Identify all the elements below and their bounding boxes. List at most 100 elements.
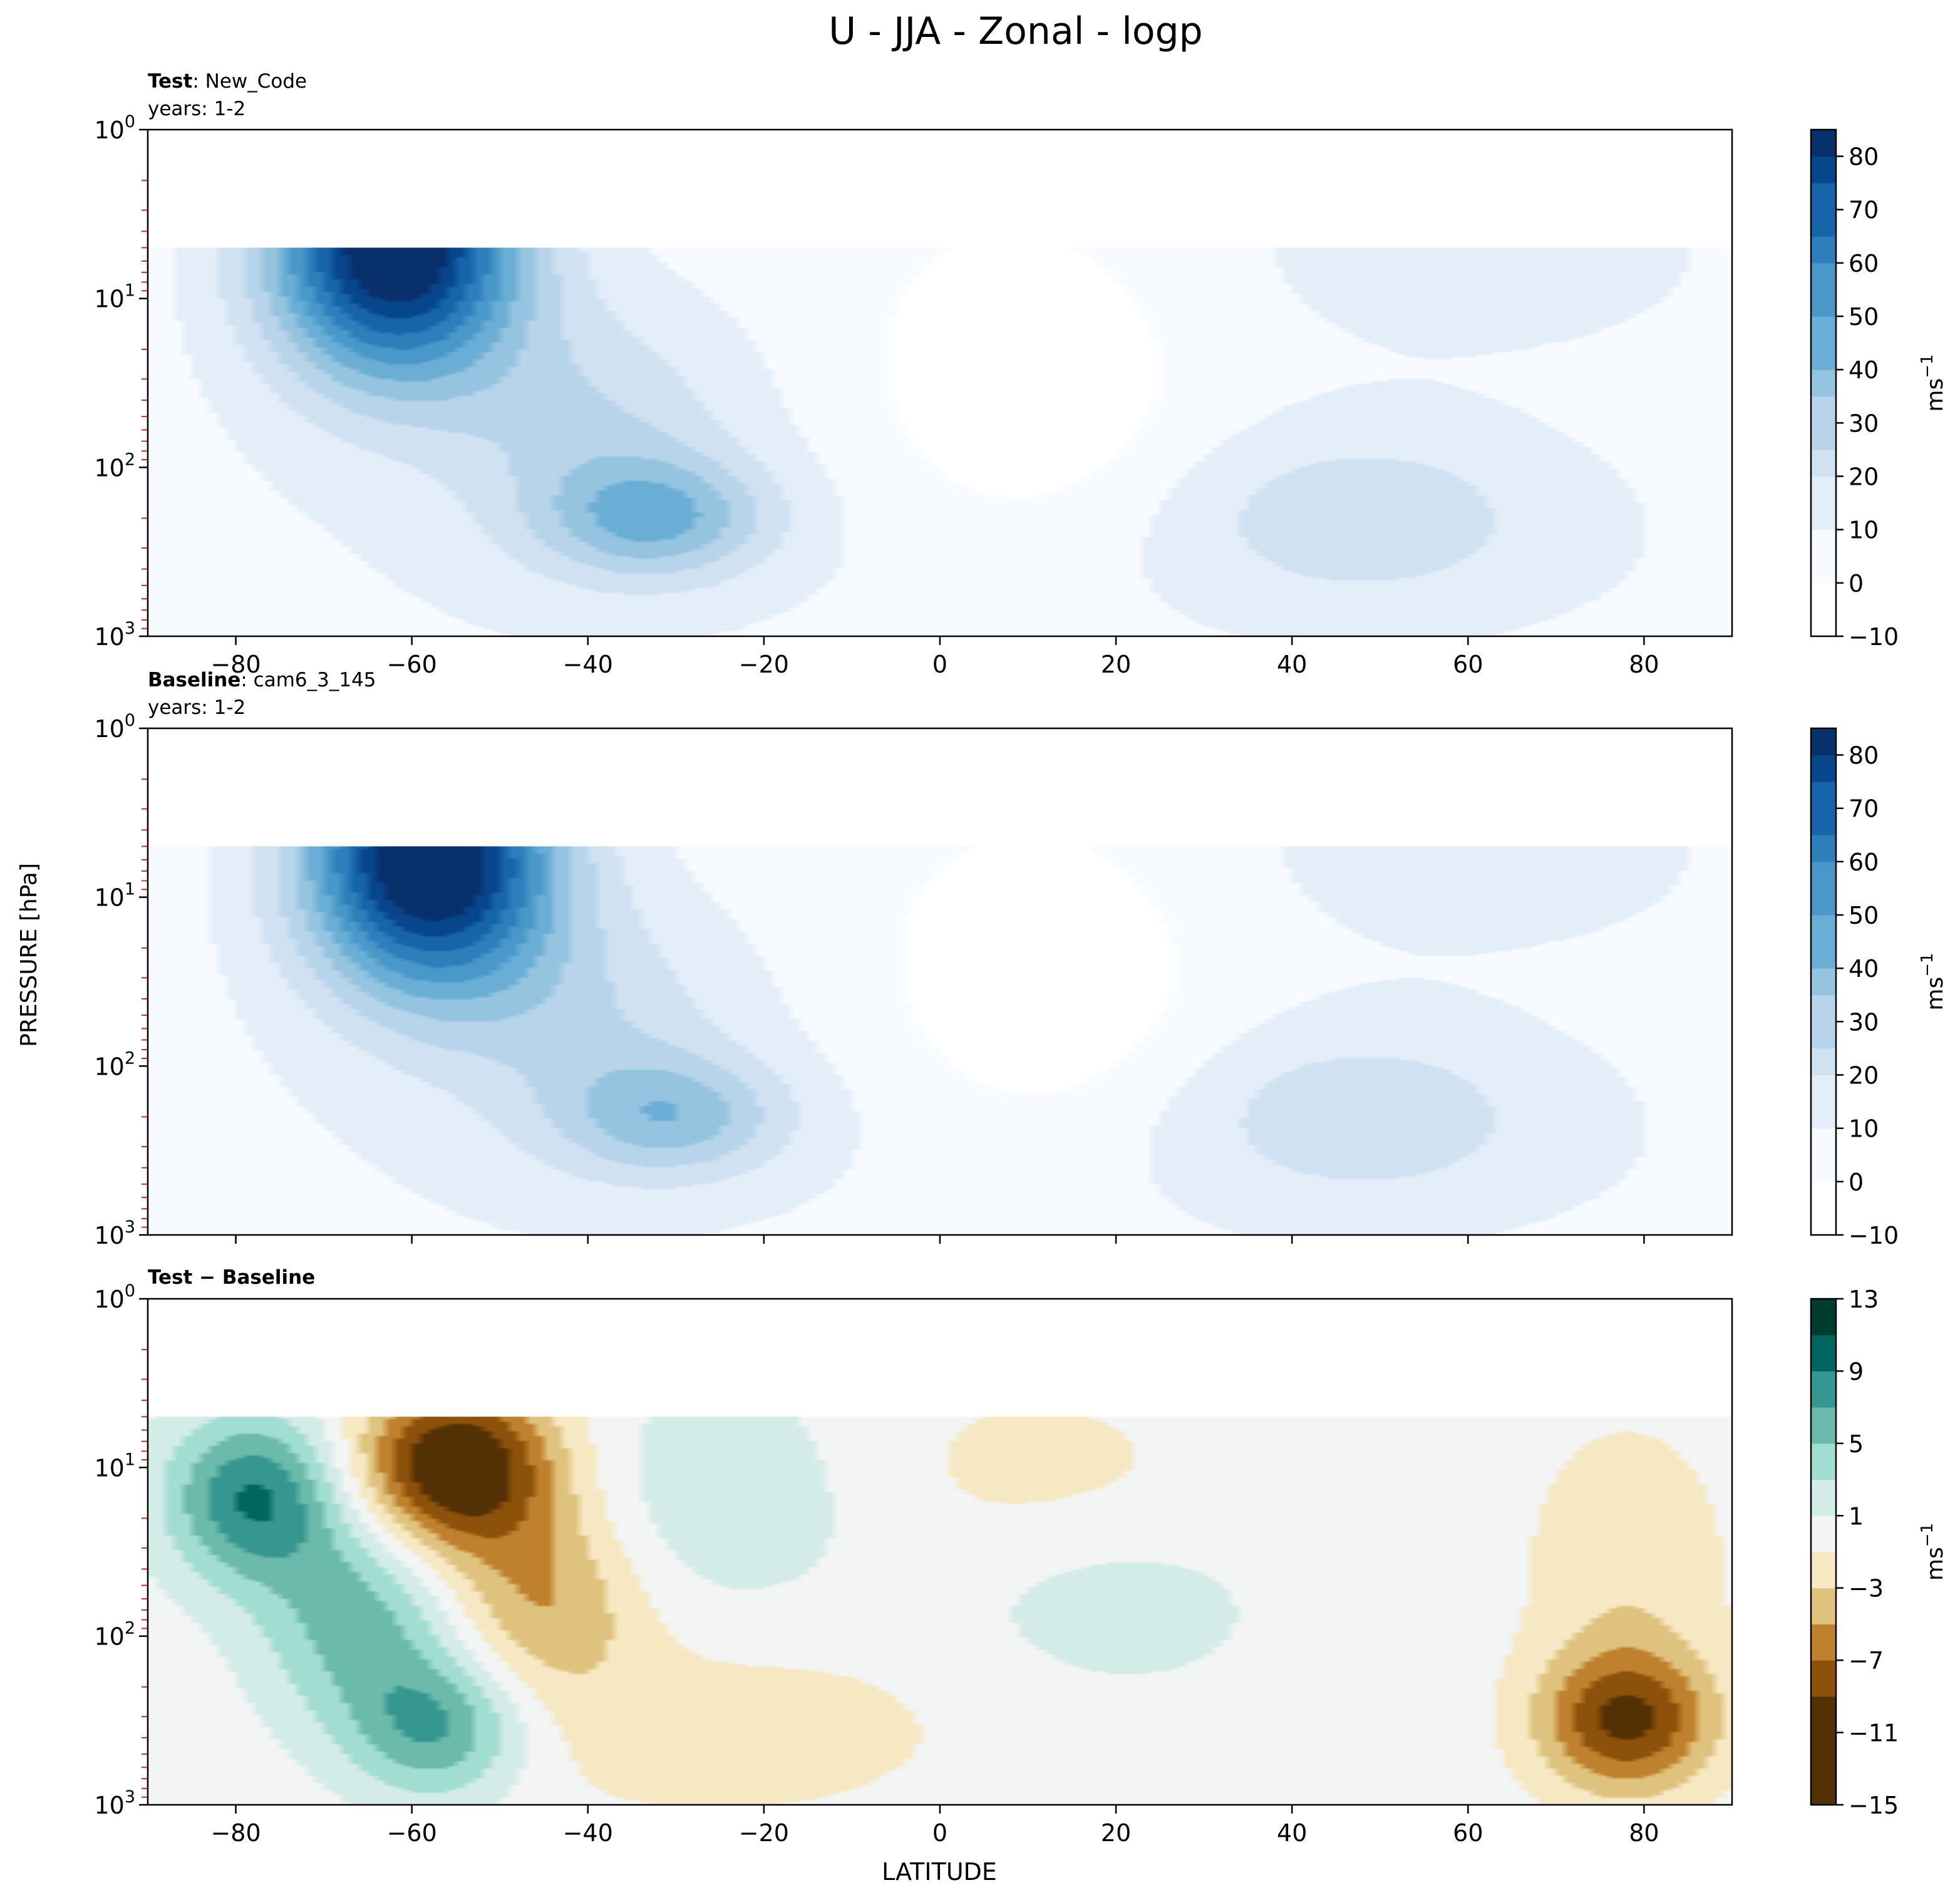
panel-test-subtitle: years: 1-2 [148, 98, 245, 120]
x-tick-label: 20 [1101, 651, 1131, 678]
x-tick-label: 0 [932, 651, 947, 678]
colorbar-tick-label: 70 [1849, 795, 1879, 823]
colorbar-segment [1811, 755, 1836, 782]
colorbar-segment [1811, 968, 1836, 996]
y-tick-label: 100 [94, 711, 135, 743]
y-tick-label-exp: 0 [125, 112, 135, 132]
colorbar-segment [1811, 343, 1836, 370]
panel-test-colorbar: −10 0 10 20 30 40 50 60 70 80 ms−1 [1810, 128, 1948, 651]
x-tick-label: −40 [563, 651, 613, 678]
y-tick-label-exp: 2 [125, 1619, 135, 1638]
colorbar-label: ms−1 [1918, 953, 1948, 1010]
y-tick-label-exp: 2 [125, 450, 135, 469]
colorbar-segment [1811, 1335, 1836, 1371]
panel-baseline: Baseline: cam6_3_145 years: 1-2 10010110… [94, 669, 1948, 1249]
colorbar-segment [1811, 1443, 1836, 1480]
y-tick-label-exp: 3 [125, 1787, 135, 1807]
colorbar-tick-label: 13 [1849, 1286, 1879, 1313]
x-tick-label: 80 [1629, 1819, 1659, 1847]
colorbar-segment [1811, 289, 1836, 317]
colorbar-tick-label: −11 [1849, 1720, 1899, 1747]
y-tick-label-base: 10 [94, 884, 124, 912]
colorbar-tick-label: 0 [1849, 1169, 1864, 1196]
colorbar-frame [1810, 128, 1837, 638]
x-tick-label: −80 [210, 651, 260, 678]
colorbar-tick-label: 5 [1849, 1430, 1864, 1458]
colorbar-segment [1811, 1075, 1836, 1102]
x-tick-label: 40 [1277, 1819, 1307, 1847]
colorbar-tick-label: 0 [1849, 570, 1864, 597]
colorbar-tick-label: 50 [1849, 303, 1879, 331]
colorbar-label-exp: −1 [1918, 1523, 1937, 1547]
colorbar-label-unit: ms [1922, 1547, 1948, 1581]
y-tick-label-base: 10 [94, 1053, 124, 1080]
x-tick-label: −20 [739, 651, 789, 678]
colorbar-segment [1811, 423, 1836, 450]
contour-field-difference [148, 1417, 1732, 1805]
y-tick-label-exp: 1 [125, 1450, 135, 1469]
y-tick-label-base: 10 [94, 1286, 124, 1313]
panel-difference-colorbar: −15 −11 −7 −3 1 5 9 13 ms−1 [1810, 1286, 1948, 1819]
x-tick-label: 0 [932, 1819, 947, 1847]
colorbar-segment [1811, 316, 1836, 344]
colorbar-segment [1811, 1515, 1836, 1552]
colorbar-segment [1811, 556, 1836, 584]
y-tick-label-base: 10 [94, 1222, 124, 1249]
colorbar-tick-label: −10 [1849, 1222, 1899, 1249]
colorbar-segment [1811, 888, 1836, 916]
colorbar-frame [1810, 727, 1837, 1236]
colorbar-label-exp: −1 [1918, 354, 1937, 378]
panel-baseline-colorbar: −10 0 10 20 30 40 50 60 70 80 ms−1 [1810, 727, 1948, 1249]
colorbar-tick-label: −15 [1849, 1792, 1899, 1819]
colorbar-segment [1811, 130, 1836, 157]
x-tick-label: 60 [1453, 651, 1483, 678]
colorbar-segment [1811, 835, 1836, 862]
colorbar-segment [1811, 236, 1836, 264]
y-tick-label-base: 10 [94, 116, 124, 144]
colorbar-tick-label: 10 [1849, 1115, 1879, 1143]
y-tick-label: 103 [94, 619, 135, 651]
y-tick-label: 102 [94, 450, 135, 482]
colorbar-tick-label: 60 [1849, 849, 1879, 876]
y-axis-label: PRESSURE [hPa] [16, 863, 42, 1047]
y-tick-label-exp: 1 [125, 880, 135, 899]
figure-title: U - JJA - Zonal - logp [828, 9, 1203, 53]
colorbar-segment [1811, 396, 1836, 423]
colorbar-segment [1811, 1660, 1836, 1697]
colorbar-segment [1811, 262, 1836, 290]
panel-baseline-title-bold: Baseline [148, 669, 240, 691]
x-tick-label: −60 [387, 651, 437, 678]
y-tick-label-base: 10 [94, 1623, 124, 1651]
colorbar-tick-label: 20 [1849, 463, 1879, 491]
x-tick-label: 60 [1453, 1819, 1483, 1847]
colorbar-label-unit: ms [1922, 378, 1948, 412]
x-tick-label: −40 [563, 1819, 613, 1847]
panel-baseline-subtitle: years: 1-2 [148, 696, 245, 719]
colorbar-tick-label: 20 [1849, 1062, 1879, 1090]
colorbar-segment [1811, 1181, 1836, 1209]
colorbar-segment [1811, 994, 1836, 1022]
colorbar-segment [1811, 1102, 1836, 1129]
colorbar-segment [1811, 1768, 1836, 1805]
y-tick-label: 103 [94, 1787, 135, 1819]
y-tick-label: 103 [94, 1217, 135, 1249]
colorbar-segment [1811, 1696, 1836, 1733]
x-tick-label: 20 [1101, 1819, 1131, 1847]
colorbar-tick-label: 10 [1849, 517, 1879, 544]
x-tick-label: −80 [210, 1819, 260, 1847]
colorbar-label: ms−1 [1918, 1523, 1948, 1581]
colorbar-segment [1811, 915, 1836, 942]
colorbar-segment [1811, 609, 1836, 637]
colorbar-segment [1811, 183, 1836, 210]
y-tick-label-exp: 0 [125, 1281, 135, 1301]
colorbar-segment [1811, 582, 1836, 610]
colorbar-segment [1811, 808, 1836, 835]
colorbar-tick-label: 9 [1849, 1358, 1864, 1385]
panel-test: Test: New_Code years: 1-2 100101102103−8… [94, 70, 1948, 678]
colorbar-segment [1811, 1732, 1836, 1769]
x-tick-label: −20 [739, 1819, 789, 1847]
contour-field-baseline [148, 846, 1732, 1235]
